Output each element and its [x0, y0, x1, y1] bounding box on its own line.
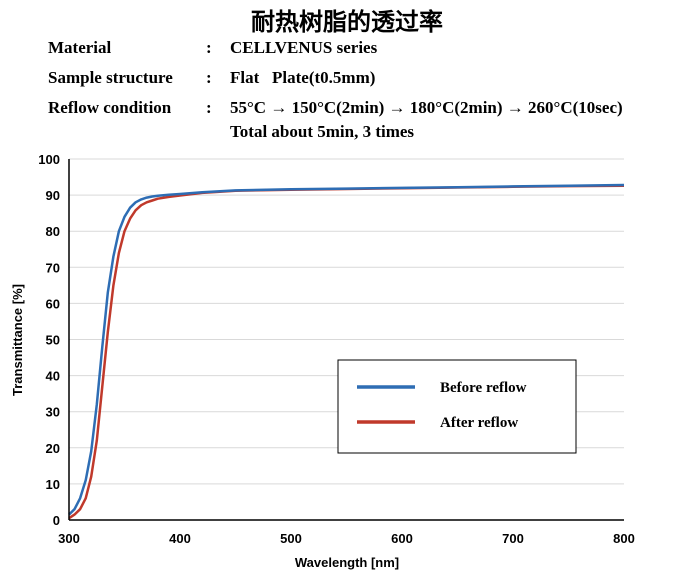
y-tick-label: 40: [46, 369, 60, 384]
info-label: Sample structure: [48, 68, 173, 87]
y-tick-label: 80: [46, 224, 60, 239]
x-tick-label: 500: [280, 531, 302, 546]
legend-box: [337, 359, 577, 454]
y-tick-label: 20: [46, 441, 60, 456]
x-tick-label: 600: [391, 531, 413, 546]
legend-label-before: Before reflow: [440, 380, 527, 396]
x-tick-labels: 300 400 500 600 700 800: [58, 531, 635, 546]
y-tick-label: 90: [46, 188, 60, 203]
legend: Before reflow After reflow: [337, 359, 577, 454]
y-tick-label: 60: [46, 296, 60, 311]
y-tick-label: 30: [46, 405, 60, 420]
legend-label-after: After reflow: [440, 415, 518, 431]
info-value: 55°C → 150°C(2min) → 180°C(2min) → 260°C…: [230, 98, 623, 117]
y-axis-label: Transmittance [%]: [10, 284, 25, 396]
x-tick-label: 400: [169, 531, 191, 546]
info-colon: :: [206, 98, 212, 117]
info-label: Material: [48, 38, 112, 57]
before-reflow-line: [68, 183, 625, 516]
y-tick-label: 50: [46, 333, 60, 348]
x-tick-label: 700: [502, 531, 524, 546]
info-value: Flat Plate(t0.5mm): [230, 68, 376, 87]
info-colon: :: [206, 68, 212, 87]
info-colon: :: [206, 38, 212, 57]
series-lines: [68, 183, 625, 520]
chart-title: 耐热树脂的透过率: [251, 8, 443, 36]
after-reflow-line: [68, 184, 625, 520]
x-axis-label: Wavelength [nm]: [295, 555, 399, 570]
info-value: Total about 5min, 3 times: [230, 122, 415, 141]
x-tick-label: 800: [613, 531, 635, 546]
y-tick-label: 70: [46, 260, 60, 275]
info-label: Reflow condition: [48, 98, 172, 117]
info-value: CELLVENUS series: [230, 38, 378, 57]
axes: [68, 159, 624, 521]
y-tick-labels: 0 10 20 30 40 50 60 70 80 90 100: [38, 152, 60, 528]
y-tick-label: 0: [53, 513, 60, 528]
x-tick-label: 300: [58, 531, 80, 546]
y-tick-label: 10: [46, 477, 60, 492]
y-tick-label: 100: [38, 152, 60, 167]
